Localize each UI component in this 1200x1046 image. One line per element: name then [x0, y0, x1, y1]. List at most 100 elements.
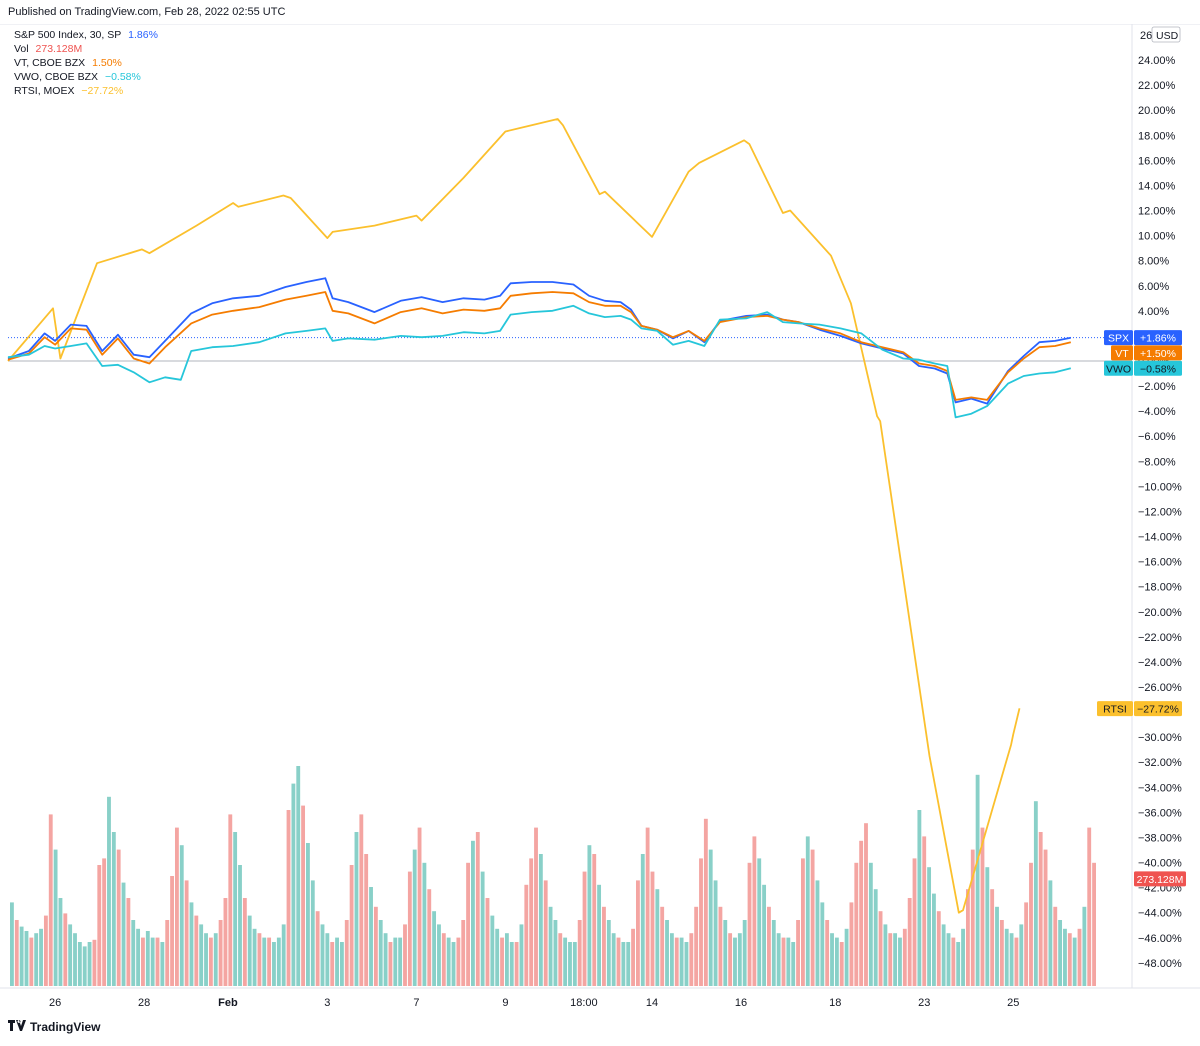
- volume-bar: [611, 933, 616, 986]
- volume-bar: [257, 933, 262, 986]
- volume-bar: [383, 933, 388, 986]
- x-tick-label: 25: [1007, 997, 1019, 1009]
- volume-bar: [873, 889, 878, 986]
- x-tick-label: 18:00: [570, 997, 598, 1009]
- volume-bar: [495, 928, 500, 986]
- volume-bar: [131, 920, 136, 986]
- legend-row-vwo[interactable]: VWO, CBOE BZX −0.58%: [14, 70, 158, 84]
- volume-bar: [1058, 920, 1063, 986]
- volume-bar: [927, 867, 932, 986]
- chart-area[interactable]: 26 USD 24.00% 22.00% 20.00% 18.00% 16.00% 14.00…: [0, 23, 1200, 1041]
- volume-bar: [592, 854, 597, 986]
- y-tick-label: −38.00%: [1138, 832, 1182, 844]
- y-tick-label: −14.00%: [1138, 532, 1182, 544]
- volume-bar: [24, 931, 29, 986]
- volume-bar: [587, 845, 592, 986]
- tradingview-logo-icon: [8, 1020, 26, 1034]
- volume-bar: [34, 933, 39, 986]
- volume-bar: [820, 902, 825, 986]
- legend-row-vol[interactable]: Vol 273.128M: [14, 42, 158, 56]
- volume-bar: [859, 840, 864, 986]
- x-tick-label: 3: [324, 997, 330, 1009]
- chart-legend: S&P 500 Index, 30, SP 1.86% Vol 273.128M…: [14, 28, 158, 98]
- last-value-tag-text: +1.50%: [1140, 348, 1176, 360]
- volume-bar: [1004, 928, 1009, 986]
- series-line-vwo: [7, 304, 1072, 419]
- volume-bar: [786, 937, 791, 986]
- volume-bar: [412, 849, 417, 986]
- volume-bar: [150, 937, 155, 986]
- y-tick-label: 10.00%: [1138, 231, 1176, 243]
- y-tick-label: −12.00%: [1138, 506, 1182, 518]
- legend-value: 1.50%: [92, 57, 122, 69]
- y-tick-label: −32.00%: [1138, 757, 1182, 769]
- volume-bar: [306, 843, 310, 986]
- volume-bar: [204, 933, 208, 986]
- volume-bar: [665, 920, 669, 986]
- legend-value: 1.86%: [128, 29, 158, 41]
- volume-bar: [626, 942, 631, 986]
- tradingview-logo-text: TradingView: [30, 1020, 101, 1034]
- volume-bar: [320, 924, 325, 986]
- y-tick-label: −20.00%: [1138, 607, 1182, 619]
- volume-bar: [1048, 880, 1053, 986]
- legend-name: RTSI, MOEX: [14, 85, 75, 97]
- volume-bar: [534, 827, 538, 986]
- legend-row-spx[interactable]: S&P 500 Index, 30, SP 1.86%: [14, 28, 158, 42]
- volume-bar: [771, 920, 776, 986]
- x-tick-label: 26: [49, 997, 61, 1009]
- volume-bar: [403, 924, 407, 986]
- volume-bar: [1077, 928, 1082, 986]
- volume-bar: [107, 796, 111, 986]
- volume-bar: [912, 858, 917, 986]
- series-name-tag: [1111, 345, 1133, 361]
- legend-row-rtsi[interactable]: RTSI, MOEX −27.72%: [14, 84, 158, 98]
- volume-bar: [136, 928, 141, 986]
- series-name-tag: [1104, 360, 1133, 376]
- volume-bar: [757, 858, 762, 986]
- volume-bar: [315, 911, 320, 986]
- volume-bar: [471, 840, 475, 986]
- volume-bar: [980, 827, 985, 986]
- y-tick-label: −2.00%: [1138, 381, 1176, 393]
- volume-bar: [718, 906, 723, 986]
- last-value-tag: [1134, 330, 1182, 346]
- chart-svg[interactable]: 26 USD 24.00% 22.00% 20.00% 18.00% 16.00% 14.00…: [0, 23, 1200, 1041]
- volume-bar: [10, 902, 14, 986]
- volume-bar: [422, 862, 427, 986]
- volume-bar: [179, 845, 184, 986]
- volume-bar: [694, 906, 699, 986]
- volume-bar: [223, 898, 228, 986]
- volume-bar: [48, 814, 53, 986]
- volume-bar: [970, 849, 975, 986]
- published-caption: Published on TradingView.com, Feb 28, 20…: [8, 6, 286, 18]
- volume-bar: [796, 920, 800, 986]
- x-tick-label: Feb: [218, 997, 238, 1009]
- volume-bar: [805, 836, 810, 986]
- y-tick-label: 20.00%: [1138, 105, 1176, 117]
- volume-bar: [485, 898, 490, 986]
- volume-bar: [373, 906, 378, 986]
- volume-bar: [213, 933, 218, 986]
- volume-bar: [825, 920, 830, 986]
- volume-bar: [286, 810, 291, 986]
- last-value-tag-text: −0.58%: [1140, 363, 1176, 375]
- volume-bar: [111, 832, 116, 986]
- volume-bar: [170, 876, 174, 986]
- last-value-tag: [1134, 360, 1182, 376]
- volume-bar: [878, 911, 883, 986]
- volume-bar: [58, 898, 63, 986]
- volume-bar: [854, 862, 859, 986]
- volume-bar: [349, 865, 354, 986]
- y-tick-label: −22.00%: [1138, 632, 1182, 644]
- y-tick-label: −30.00%: [1138, 732, 1182, 744]
- volume-bar: [524, 884, 529, 986]
- legend-row-vt[interactable]: VT, CBOE BZX 1.50%: [14, 56, 158, 70]
- volume-bar: [514, 942, 519, 986]
- volume-bar: [674, 937, 679, 986]
- volume-bar: [68, 924, 73, 986]
- tradingview-logo[interactable]: TradingView: [8, 1020, 100, 1034]
- volume-bar: [165, 920, 170, 986]
- legend-value: −27.72%: [81, 85, 124, 97]
- volume-bar: [388, 942, 393, 986]
